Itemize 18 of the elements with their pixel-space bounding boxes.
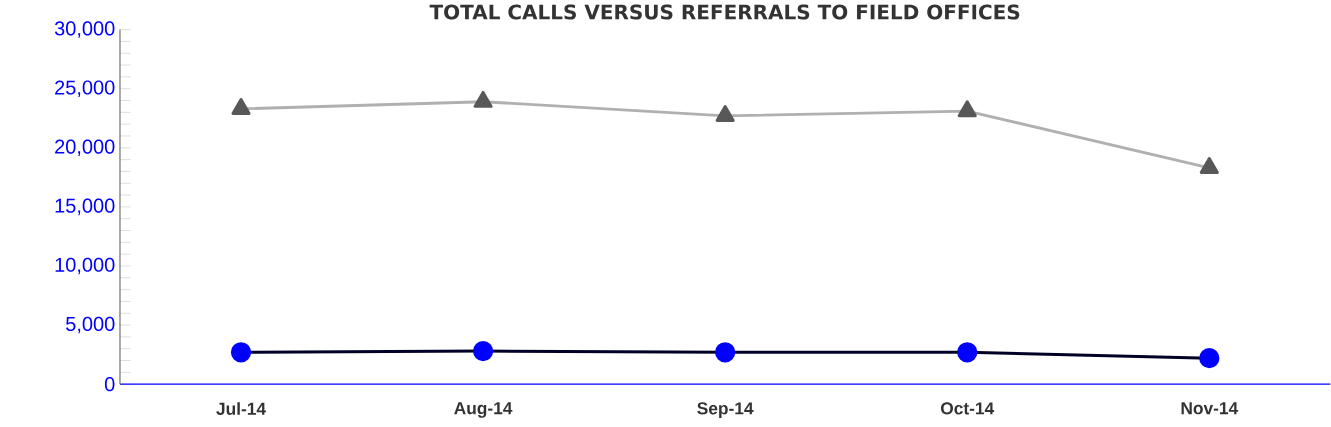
point (472, 341, 494, 362)
point (230, 342, 252, 363)
x-tick-label: Jul-14 (216, 402, 266, 416)
x-tick-label: Aug-14 (454, 402, 513, 418)
y-tick-label: 15,000 (55, 198, 115, 216)
y-tick-label: 5,000 (66, 316, 115, 334)
x-tick-label: Nov-14 (1181, 402, 1239, 415)
y-tick-label: 25,000 (55, 80, 115, 98)
point (1199, 348, 1220, 369)
chart-title: TOTAL CALLS VERSUS REFERRALS TO FIELD OFFICES (429, 4, 1020, 20)
point (715, 342, 736, 363)
y-tick-label: 30,000 (54, 21, 115, 38)
y-tick-label: 0 (104, 377, 115, 392)
x-tick-label: Sep-14 (697, 402, 754, 418)
y-tick-label: 20,000 (55, 139, 115, 157)
y-tick-label: 10,000 (55, 257, 115, 275)
point (957, 342, 978, 363)
x-tick-label: Oct-14 (940, 402, 995, 415)
